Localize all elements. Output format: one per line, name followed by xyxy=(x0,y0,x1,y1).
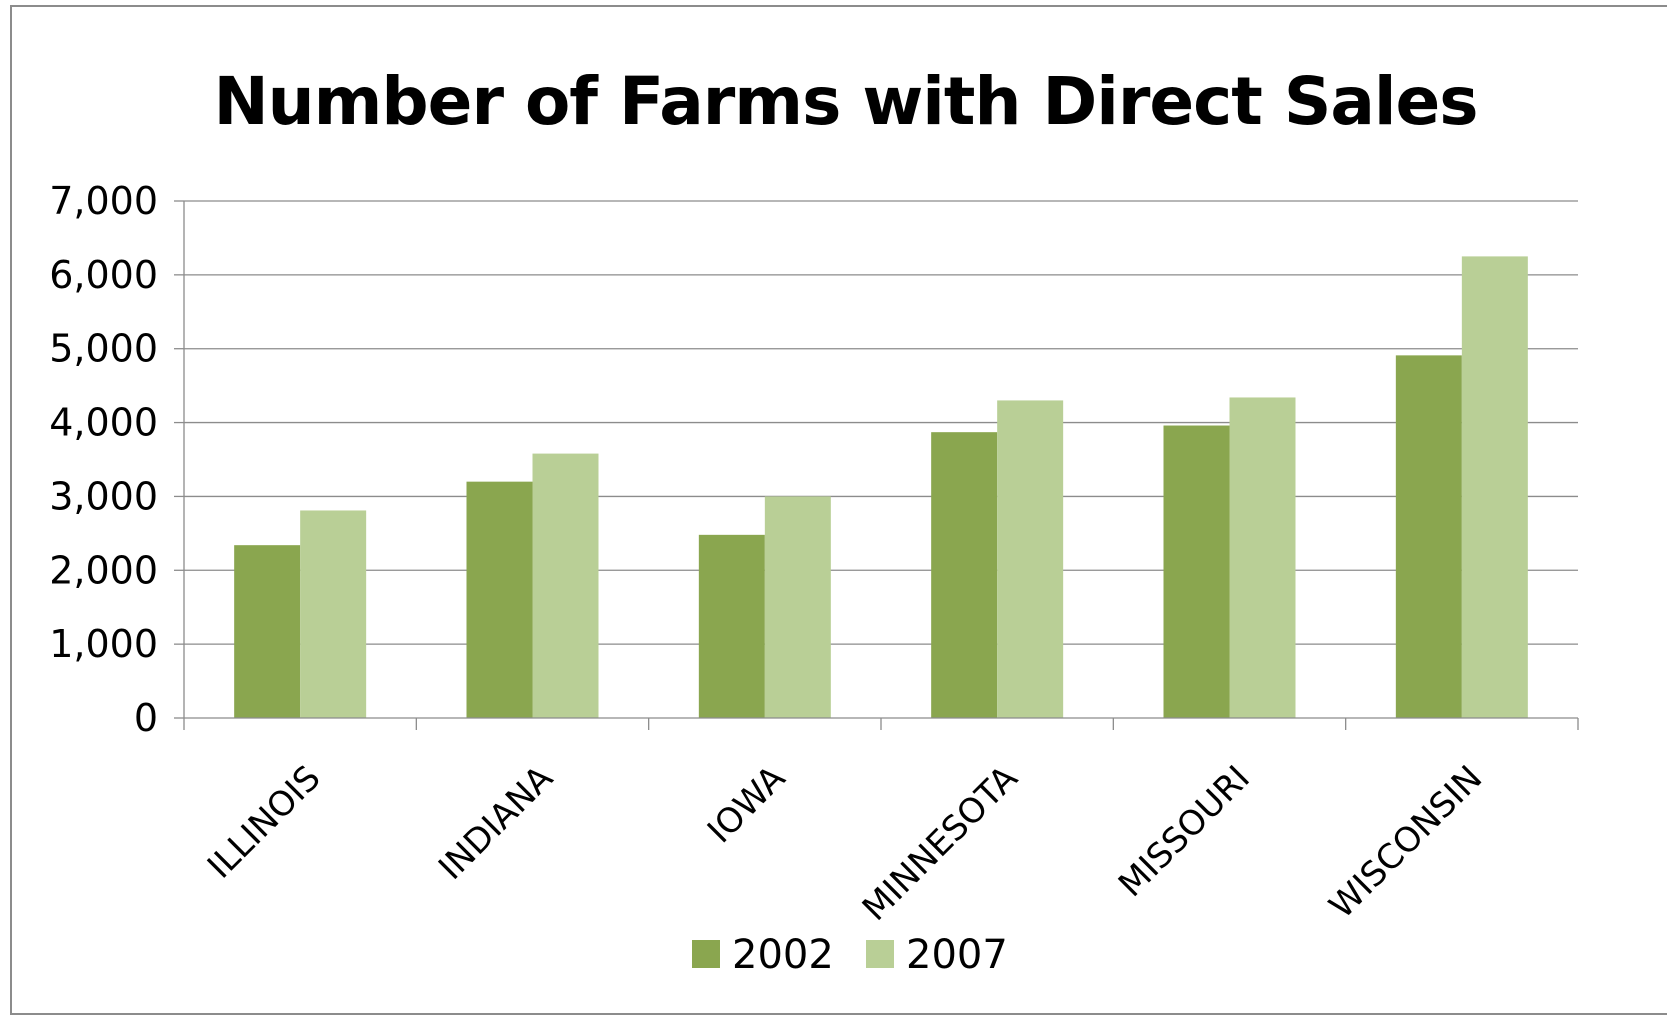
bar-2002-wisconsin xyxy=(1395,355,1462,718)
bar-2002-iowa xyxy=(698,534,765,718)
y-tick-label: 1,000 xyxy=(49,622,158,666)
x-tick-label: MINNESOTA xyxy=(855,758,1026,929)
bar-2007-missouri xyxy=(1229,397,1296,718)
x-tick-label: INDIANA xyxy=(431,758,561,888)
y-tick-label: 2,000 xyxy=(49,548,158,592)
gridlines xyxy=(184,200,1578,645)
bar-2002-minnesota xyxy=(931,432,998,718)
legend-swatch-2002 xyxy=(692,940,720,968)
y-tick-label: 7,000 xyxy=(49,179,158,223)
bar-2007-iowa xyxy=(764,496,831,718)
legend-label-2007: 2007 xyxy=(906,932,1008,978)
x-tick-label: WISCONSIN xyxy=(1322,758,1490,926)
x-tick-label: ILLINOIS xyxy=(200,758,329,887)
chart-title: Number of Farms with Direct Sales xyxy=(213,63,1478,140)
bars xyxy=(234,256,1528,718)
bar-2007-wisconsin xyxy=(1461,256,1528,718)
legend: 2002 2007 xyxy=(692,932,1008,978)
x-tick-label: MISSOURI xyxy=(1111,758,1258,905)
legend-label-2002: 2002 xyxy=(732,932,834,978)
bar-2002-illinois xyxy=(234,545,301,718)
bar-2002-missouri xyxy=(1163,425,1230,718)
bar-2002-indiana xyxy=(466,481,533,718)
y-tick-label: 3,000 xyxy=(49,474,158,518)
bar-2007-indiana xyxy=(532,453,599,718)
y-tick-label: 0 xyxy=(134,696,158,740)
bar-2007-minnesota xyxy=(997,400,1064,718)
legend-swatch-2007 xyxy=(866,940,894,968)
bar-2007-illinois xyxy=(300,510,367,718)
y-tick-label: 5,000 xyxy=(49,327,158,371)
y-tick-label: 6,000 xyxy=(49,253,158,297)
chart-frame: Number of Farms with Direct Sales xyxy=(10,5,1667,1015)
x-tick-label: IOWA xyxy=(700,758,793,851)
y-tick-label: 4,000 xyxy=(49,401,158,445)
